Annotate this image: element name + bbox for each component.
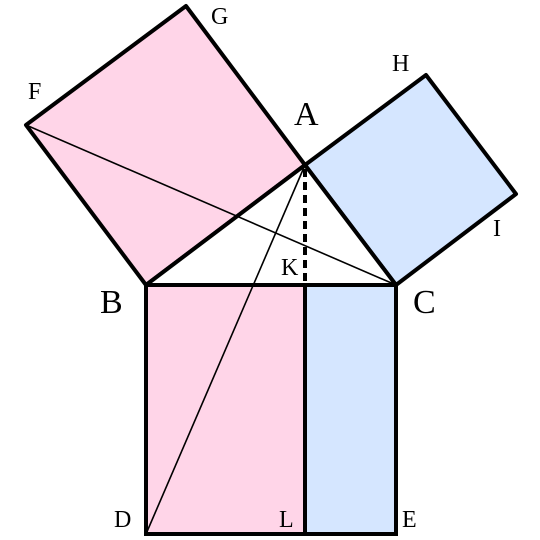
- rectangle-bdlk: [144, 283, 307, 536]
- line-ad: [145, 164, 306, 535]
- line-fc: [25, 124, 397, 286]
- label-k: K: [281, 255, 299, 281]
- label-a: A: [294, 96, 319, 133]
- label-i: I: [493, 216, 501, 242]
- label-c: C: [413, 284, 436, 321]
- label-d: D: [114, 507, 131, 533]
- label-b: B: [100, 284, 123, 321]
- label-f: F: [28, 79, 41, 105]
- label-l: L: [279, 507, 294, 533]
- triangle-abc: [144, 163, 398, 287]
- label-h: H: [392, 51, 409, 77]
- label-e: E: [402, 507, 417, 533]
- label-g: G: [211, 4, 228, 30]
- rectangle-kleq: [303, 283, 398, 536]
